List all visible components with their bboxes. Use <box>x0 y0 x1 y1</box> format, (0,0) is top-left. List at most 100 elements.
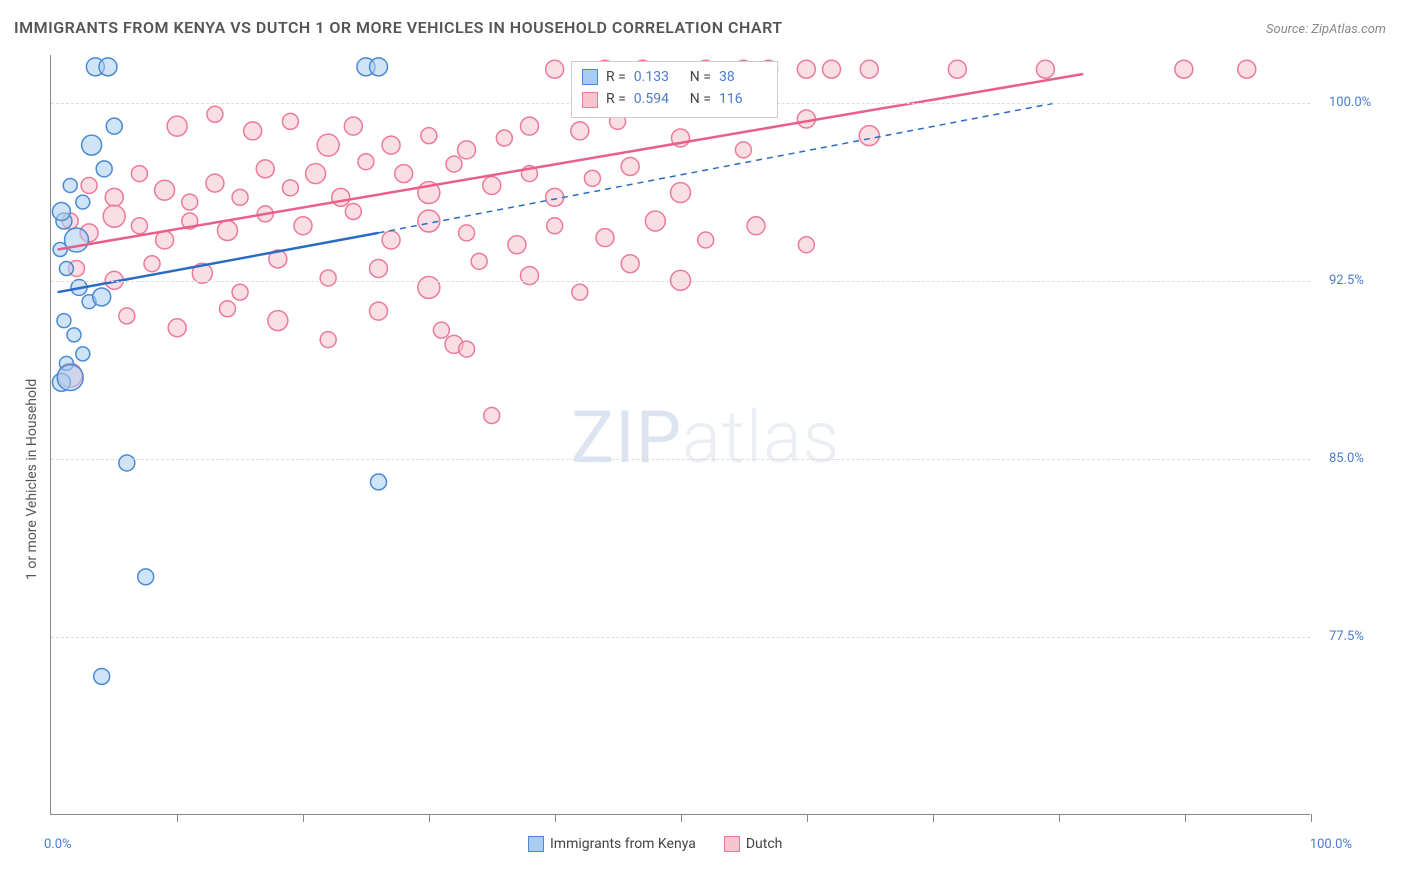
data-point <box>155 180 175 200</box>
data-point <box>244 122 262 140</box>
data-point <box>671 183 691 203</box>
data-point <box>82 135 102 155</box>
x-tick <box>429 814 430 822</box>
legend-bottom: Immigrants from Kenya Dutch <box>528 836 782 852</box>
y-axis-label: 1 or more Vehicles in Household <box>24 379 40 580</box>
data-point <box>797 60 815 78</box>
kenya-n-value: 38 <box>719 66 767 88</box>
data-point <box>735 142 751 158</box>
gridline-h <box>51 281 1310 282</box>
data-point <box>76 195 90 209</box>
data-point <box>182 194 198 210</box>
data-point <box>220 301 236 317</box>
data-point <box>798 237 814 253</box>
n-label: N = <box>690 66 711 88</box>
data-point <box>320 270 336 286</box>
data-point <box>572 284 588 300</box>
data-point <box>382 136 400 154</box>
data-point <box>521 117 539 135</box>
data-point <box>546 60 564 78</box>
kenya-legend-label: Immigrants from Kenya <box>550 836 696 852</box>
stats-row-kenya: R = 0.133 N = 38 <box>582 66 767 88</box>
y-tick-label: 85.0% <box>1329 451 1364 466</box>
data-point <box>446 156 462 172</box>
r-label: R = <box>606 66 626 88</box>
x-tick <box>1185 814 1186 822</box>
legend-item-kenya: Immigrants from Kenya <box>528 836 696 852</box>
y-tick-label: 100.0% <box>1329 95 1371 110</box>
data-point <box>57 365 83 391</box>
dutch-swatch <box>582 92 598 108</box>
data-point <box>459 225 475 241</box>
gridline-h <box>51 637 1310 638</box>
data-point <box>747 217 765 235</box>
data-point <box>1238 60 1256 78</box>
data-point <box>232 189 248 205</box>
data-point <box>621 157 639 175</box>
x-tick <box>933 814 934 822</box>
data-point <box>459 341 475 357</box>
data-point <box>282 113 298 129</box>
chart-title: IMMIGRANTS FROM KENYA VS DUTCH 1 OR MORE… <box>14 18 783 37</box>
data-point <box>67 328 81 342</box>
data-point <box>508 236 526 254</box>
data-point <box>320 332 336 348</box>
dutch-legend-label: Dutch <box>746 836 783 852</box>
data-point <box>96 161 112 177</box>
data-point <box>94 668 110 684</box>
data-point <box>119 455 135 471</box>
data-point <box>371 474 387 490</box>
data-point <box>483 176 501 194</box>
data-point <box>282 180 298 196</box>
data-point <box>93 288 111 306</box>
data-point <box>119 308 135 324</box>
x-tick <box>807 814 808 822</box>
data-point <box>63 178 77 192</box>
x-tick <box>303 814 304 822</box>
data-point <box>232 284 248 300</box>
data-point <box>370 259 388 277</box>
data-point <box>57 314 71 328</box>
data-point <box>103 205 125 227</box>
data-point <box>395 165 413 183</box>
data-point <box>1175 60 1193 78</box>
data-point <box>306 164 326 184</box>
data-point <box>156 231 174 249</box>
data-point <box>698 232 714 248</box>
data-point <box>294 217 312 235</box>
data-point <box>144 256 160 272</box>
x-axis-min-label: 0.0% <box>44 837 72 852</box>
data-point <box>645 211 665 231</box>
data-point <box>138 569 154 585</box>
data-point <box>458 141 476 159</box>
data-point <box>332 188 350 206</box>
x-tick <box>177 814 178 822</box>
data-point <box>106 118 122 134</box>
plot-area: ZIPatlas R = 0.133 N = 38 R = 0.594 N = … <box>50 55 1310 815</box>
x-tick <box>1311 814 1312 822</box>
kenya-legend-swatch <box>528 836 544 852</box>
dutch-legend-swatch <box>724 836 740 852</box>
x-tick <box>555 814 556 822</box>
data-point <box>167 116 187 136</box>
data-point <box>421 128 437 144</box>
watermark-suffix: atlas <box>682 395 840 480</box>
data-point <box>218 221 238 241</box>
data-point <box>345 204 361 220</box>
legend-item-dutch: Dutch <box>724 836 783 852</box>
data-point <box>131 218 147 234</box>
stats-legend-box: R = 0.133 N = 38 R = 0.594 N = 116 <box>571 61 778 118</box>
data-point <box>382 231 400 249</box>
data-point <box>1036 60 1054 78</box>
data-point <box>317 134 339 156</box>
y-tick-label: 77.5% <box>1329 629 1364 644</box>
data-point <box>52 203 70 221</box>
n-label: N = <box>690 88 711 110</box>
data-point <box>948 60 966 78</box>
data-point <box>621 255 639 273</box>
data-point <box>206 174 224 192</box>
dutch-r-value: 0.594 <box>634 88 682 110</box>
data-point <box>433 322 449 338</box>
data-point <box>823 60 841 78</box>
kenya-swatch <box>582 69 598 85</box>
